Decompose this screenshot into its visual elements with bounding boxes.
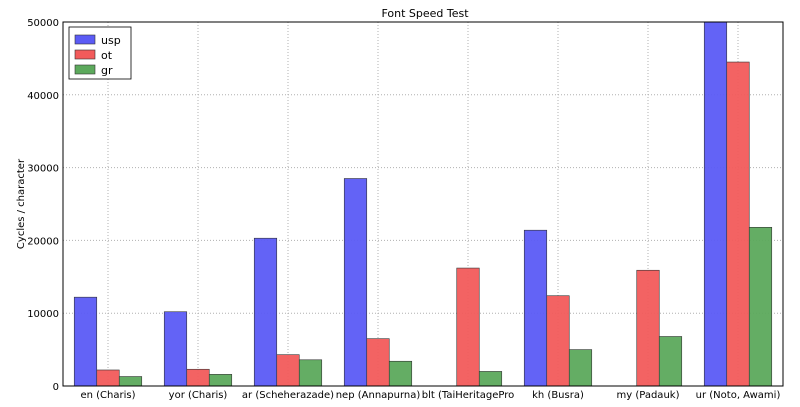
bar-gr	[208, 374, 233, 387]
bar-gr	[478, 371, 503, 387]
y-tick-label: 30000	[27, 164, 59, 175]
x-tick-label: nep (Annapurna)	[336, 390, 421, 401]
x-tick-label: blt (TaiHeritagePro	[422, 390, 514, 401]
bar-ot	[366, 338, 390, 387]
legend-swatch-ot	[74, 49, 96, 60]
bar-gr	[298, 359, 323, 387]
bar-ot	[546, 295, 570, 387]
bar-ot	[636, 269, 660, 387]
bar-ot	[96, 369, 120, 387]
plot-frame	[62, 21, 784, 387]
bar-usp	[523, 229, 548, 387]
x-tick-label: yor (Charis)	[169, 390, 228, 401]
y-tick-label: 20000	[27, 236, 59, 247]
x-tick-label: en (Charis)	[80, 390, 135, 401]
y-tick-label: 50000	[27, 18, 59, 29]
bar-ot	[186, 368, 210, 387]
bar-usp	[73, 296, 98, 387]
y-tick-label: 0	[53, 382, 59, 393]
bar-ot	[726, 61, 750, 387]
plot-area: 0 10000 20000 30000 40000 50000 en (Charis) yor…	[27, 18, 784, 401]
bar-usp	[253, 237, 278, 387]
bar-ot	[276, 354, 300, 387]
bar-usp	[343, 178, 368, 387]
bar-gr	[748, 226, 773, 387]
legend-swatch-gr	[74, 64, 96, 75]
x-tick-label: ur (Noto, Awami)	[696, 390, 781, 401]
bar-usp	[163, 311, 188, 387]
y-tick-label: 40000	[27, 91, 59, 102]
bar-ot	[456, 267, 480, 387]
x-tick-label: kh (Busra)	[532, 390, 584, 401]
bar-gr	[388, 360, 413, 387]
chart-title: Font Speed Test	[381, 7, 469, 20]
x-tick-label: my (Padauk)	[617, 390, 680, 401]
legend-label-usp: usp	[101, 34, 121, 47]
bar-usp	[703, 21, 728, 387]
y-axis-label: Cycles / character	[16, 158, 27, 249]
bar-gr	[658, 336, 683, 387]
legend-label-gr: gr	[101, 64, 113, 77]
bar-gr	[118, 376, 143, 387]
legend-swatch-usp	[74, 34, 96, 45]
y-tick-label: 10000	[27, 309, 59, 320]
bar-gr	[568, 349, 593, 387]
x-tick-label: ar (Scheherazade)	[242, 390, 334, 401]
legend-label-ot: ot	[101, 49, 113, 62]
